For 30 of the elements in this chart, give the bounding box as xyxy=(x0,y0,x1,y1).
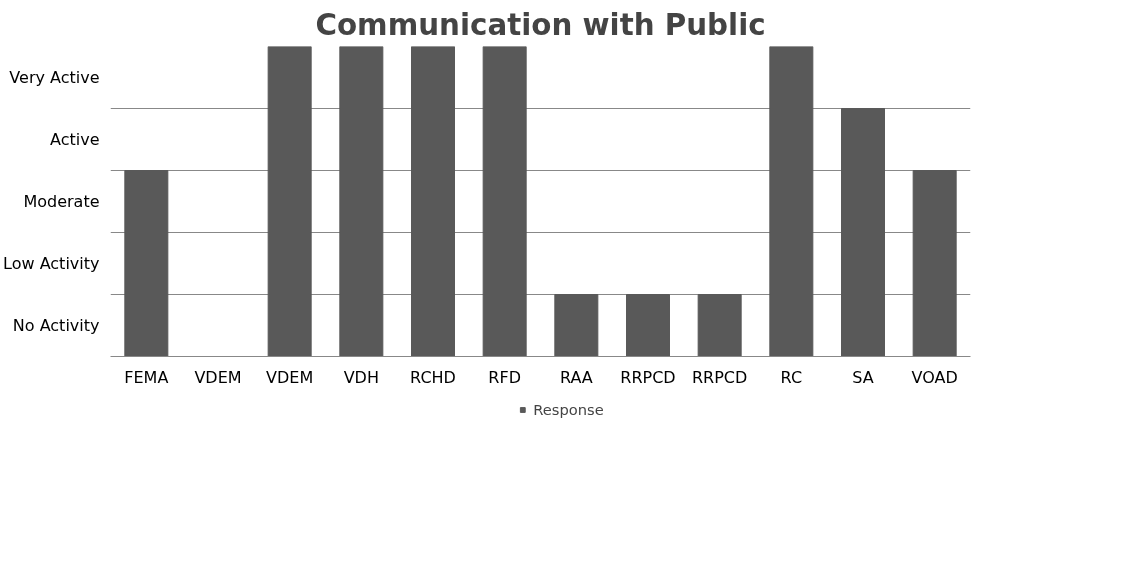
text: No Activity xyxy=(12,316,100,335)
x-tick-label: RC xyxy=(780,367,803,387)
x-tick-label: RRPCD xyxy=(691,367,748,387)
text: Low Activity xyxy=(3,254,100,273)
bar xyxy=(482,46,527,357)
x-tick-label: VDH xyxy=(343,367,379,387)
text: Very Active xyxy=(9,68,100,87)
bar xyxy=(339,46,384,357)
x-tick-label: VDEM xyxy=(266,367,314,387)
bar xyxy=(411,46,455,357)
text: Moderate xyxy=(23,192,100,211)
bar xyxy=(912,170,957,357)
x-tick-label: RFD xyxy=(488,367,521,387)
x-tick-label: RCHD xyxy=(410,367,456,387)
x-tick-label: VDEM xyxy=(194,367,242,387)
bar xyxy=(697,294,742,357)
x-tick-label: RRPCD xyxy=(620,367,676,387)
x-tick-label: FEMA xyxy=(124,367,169,387)
bar xyxy=(769,46,814,357)
bar xyxy=(267,46,312,357)
x-tick-label: SA xyxy=(852,367,874,387)
x-tick-label: VOAD xyxy=(911,367,958,387)
bar xyxy=(554,294,599,357)
x-tick-label: RAA xyxy=(559,367,593,387)
text: Active xyxy=(50,130,100,149)
bar xyxy=(124,170,169,357)
bar xyxy=(626,294,670,357)
legend-label: Response xyxy=(533,400,604,418)
chart-title: Communication with Public xyxy=(315,7,766,42)
bar xyxy=(841,108,885,357)
